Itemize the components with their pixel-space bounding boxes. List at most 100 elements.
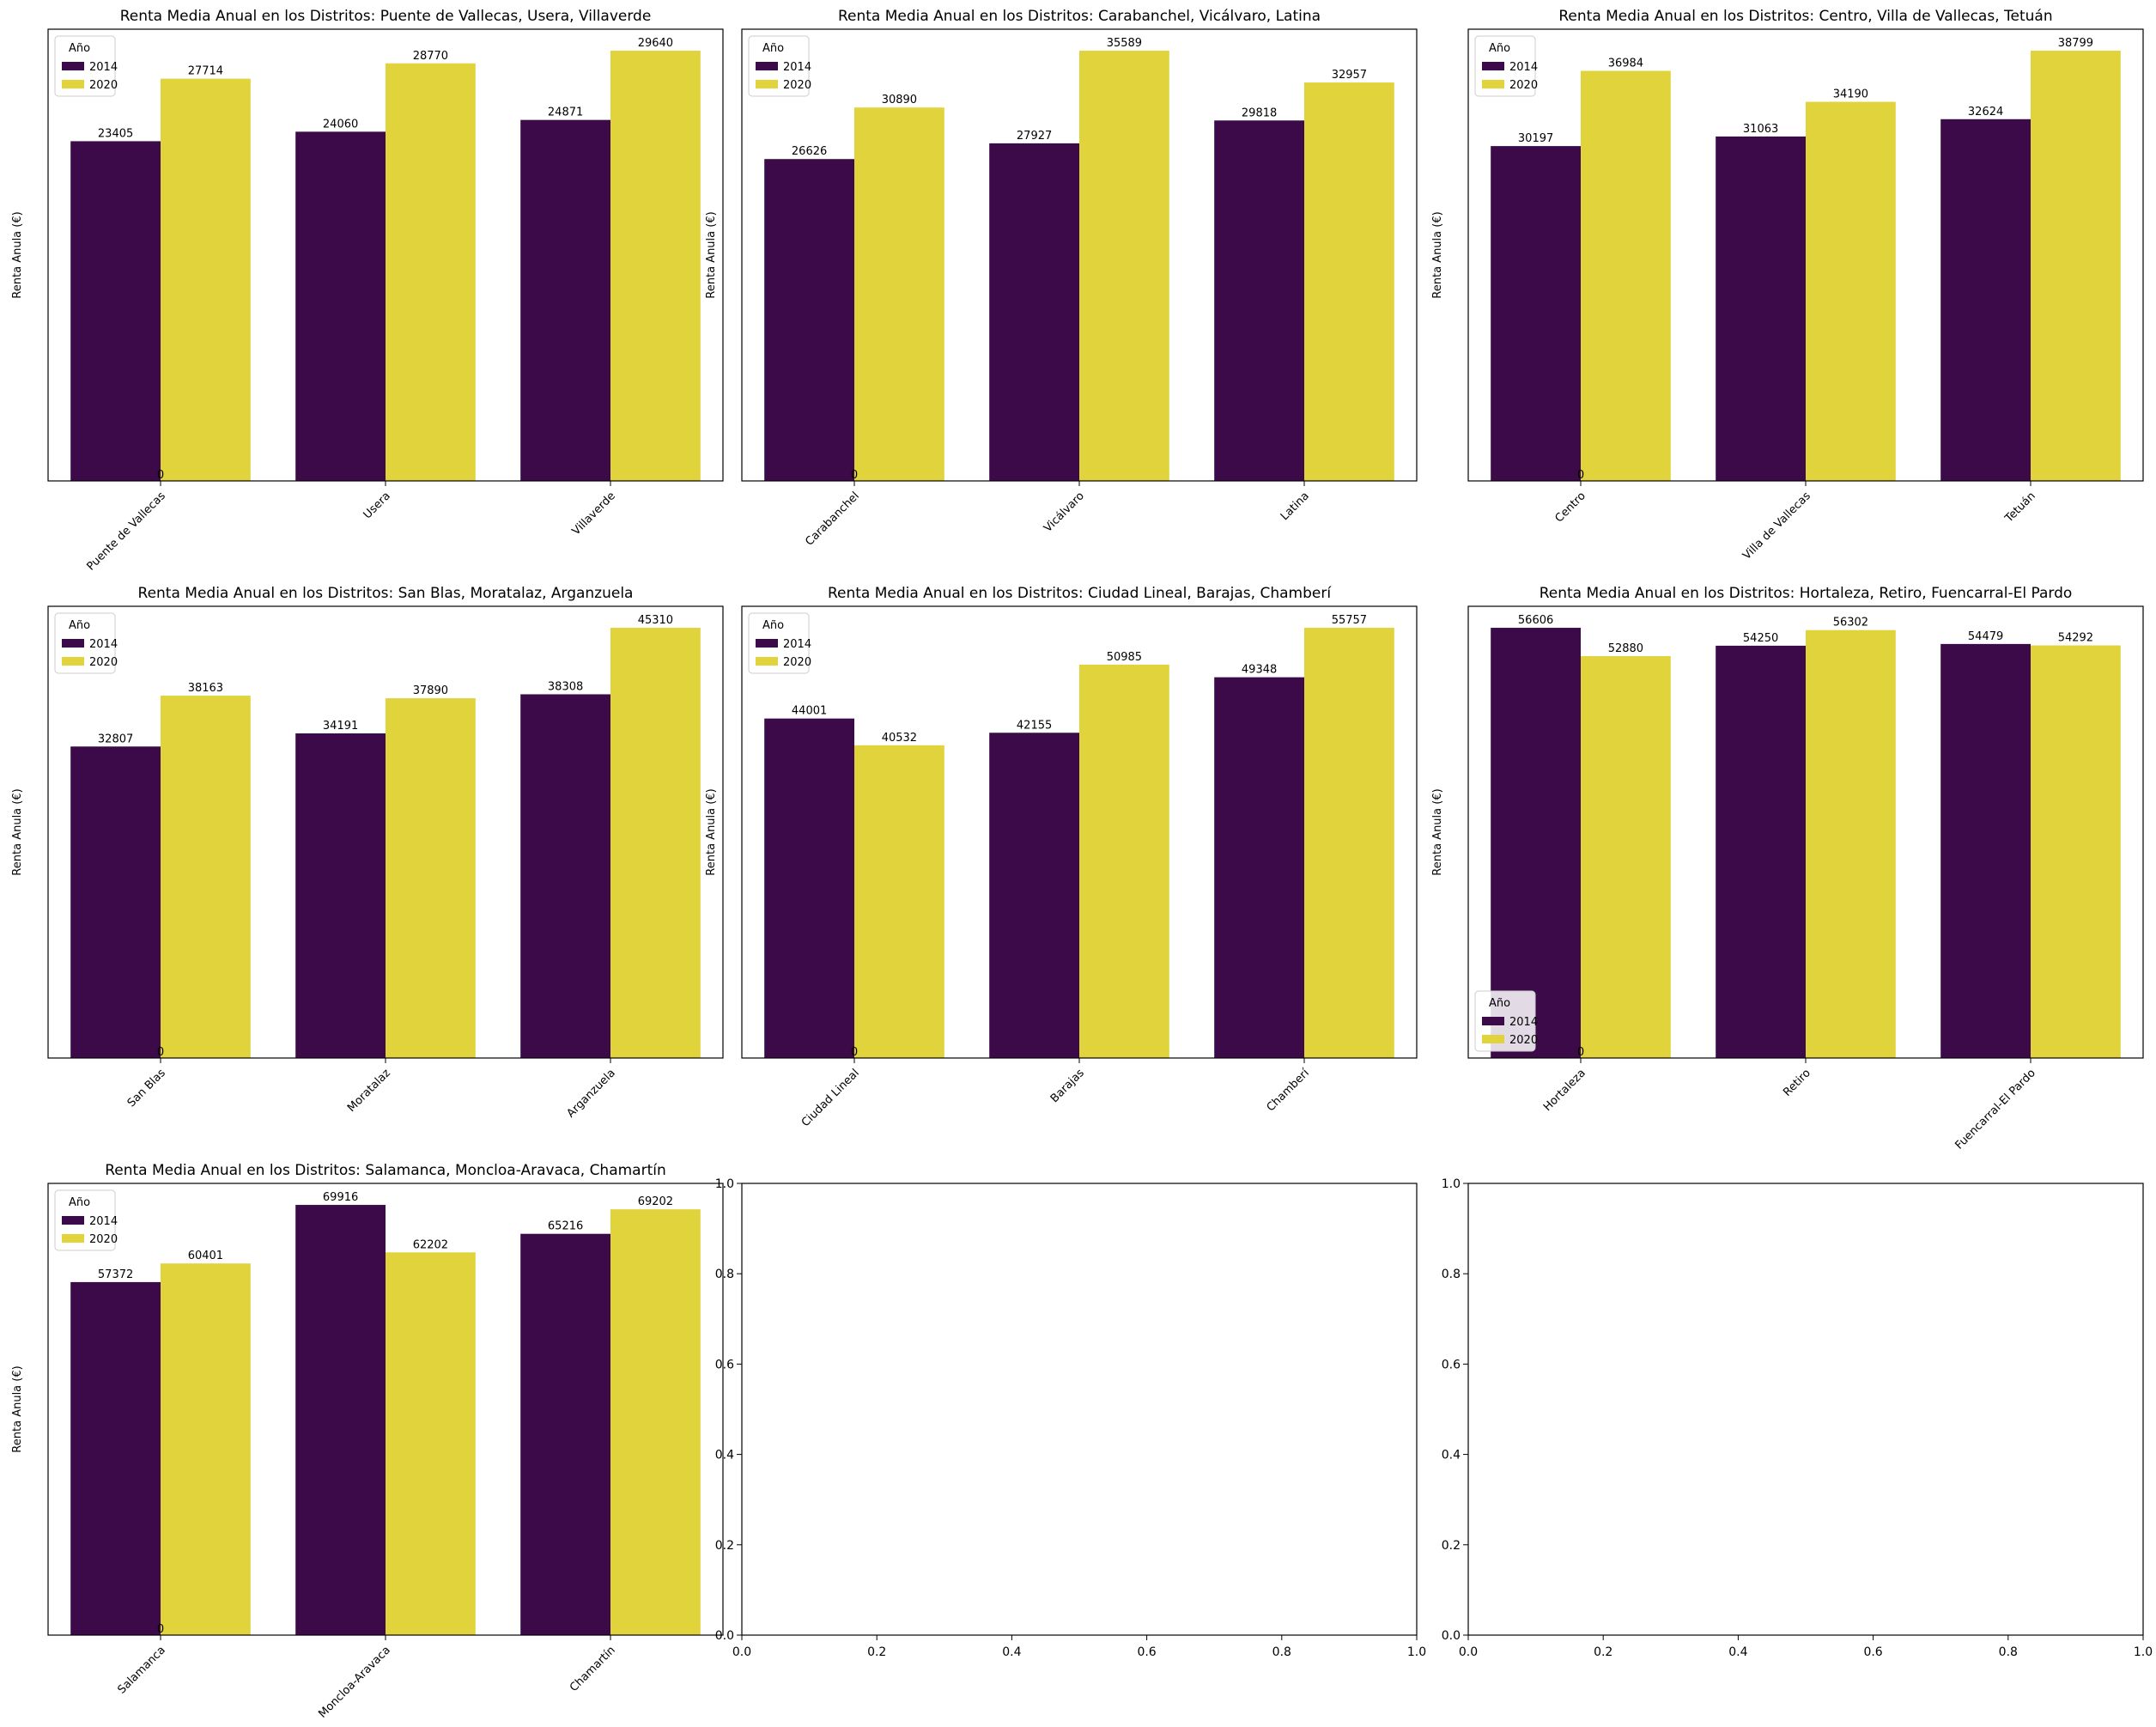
legend-swatch <box>1482 1017 1504 1025</box>
x-tick-label: 0.0 <box>1459 1645 1478 1659</box>
data-label: 54292 <box>2058 632 2093 645</box>
legend-swatch <box>1482 62 1504 70</box>
data-label: 29818 <box>1242 106 1277 119</box>
x-tick-label: 0.4 <box>1002 1645 1021 1659</box>
y-tick-label: 0.8 <box>1442 1268 1461 1281</box>
x-tick-label: Moratalaz <box>345 1067 393 1115</box>
x-tick-label: Salamanca <box>115 1644 167 1696</box>
y-tick-label: 0.8 <box>715 1268 734 1281</box>
bar-2014 <box>764 159 854 481</box>
legend-title: Año <box>69 619 90 632</box>
bar-2020 <box>1304 628 1394 1058</box>
data-label: 28770 <box>413 50 448 63</box>
bar-2014 <box>520 119 610 481</box>
x-tick-label: Fuencarral-El Pardo <box>1953 1067 2038 1152</box>
subplot-6: Renta Media Anual en los Distritos: Hort… <box>1431 585 2144 1152</box>
bar-2020 <box>1079 664 1169 1058</box>
y-axis-label: Renta Anula (€) <box>11 788 24 875</box>
subplot-2: Renta Media Anual en los Distritos: Cara… <box>705 8 1418 549</box>
bar-2020 <box>1581 656 1671 1058</box>
x-tick-label: Villaverde <box>570 490 618 538</box>
legend-swatch <box>62 1216 84 1225</box>
bar-2014 <box>1214 120 1304 482</box>
data-label: 24060 <box>323 118 358 131</box>
data-label: 45310 <box>638 614 673 627</box>
legend-label: 2014 <box>89 638 118 651</box>
legend-title: Año <box>1489 997 1510 1010</box>
legend-swatch <box>756 639 778 648</box>
data-label: 54479 <box>1968 630 2003 643</box>
data-label: 32624 <box>1968 106 2003 119</box>
bar-2020 <box>610 628 701 1058</box>
bar-2020 <box>610 51 701 482</box>
legend: Año 2014 2020 <box>54 35 118 97</box>
x-tick-label: Puente de Vallecas <box>84 490 167 573</box>
data-label: 27714 <box>188 65 223 78</box>
data-label: 37890 <box>413 684 448 697</box>
chart-title: Renta Media Anual en los Distritos: Cent… <box>1558 8 2052 25</box>
x-tick-label: San Blas <box>125 1067 168 1110</box>
y-axis-label: Renta Anula (€) <box>11 1365 24 1452</box>
bar-2020 <box>1304 82 1394 482</box>
legend-label: 2014 <box>89 1215 118 1228</box>
legend-title: Año <box>69 42 90 55</box>
legend-label: 2020 <box>1509 1034 1538 1047</box>
bar-2020 <box>1079 51 1169 482</box>
legend: Año 2014 2020 <box>748 612 811 674</box>
bar-2020 <box>854 107 944 482</box>
x-tick-label: 1.0 <box>2134 1645 2153 1659</box>
y-tick-label: 0.6 <box>715 1358 734 1371</box>
y-axis-label: Renta Anula (€) <box>705 788 718 875</box>
legend-label: 2020 <box>89 79 118 92</box>
data-label: 56606 <box>1518 614 1553 627</box>
data-label: 65216 <box>548 1220 583 1233</box>
bar-2014 <box>70 746 161 1058</box>
legend-label: 2014 <box>1509 1016 1538 1029</box>
data-label: 40532 <box>882 732 917 745</box>
zero-label: 0 <box>851 469 858 482</box>
data-label: 56302 <box>1833 617 1868 629</box>
legend-swatch <box>1482 80 1504 88</box>
data-label: 69202 <box>638 1195 673 1208</box>
bar-2014 <box>989 143 1079 481</box>
bar-2020 <box>161 696 251 1058</box>
data-label: 35589 <box>1107 37 1142 50</box>
subplot-5: Renta Media Anual en los Distritos: Ciud… <box>705 585 1418 1129</box>
data-label: 44001 <box>792 705 827 718</box>
data-label: 62202 <box>413 1238 448 1251</box>
y-axis-label: Renta Anula (€) <box>11 211 24 298</box>
data-label: 29640 <box>638 37 673 50</box>
chart-title: Renta Media Anual en los Distritos: Hort… <box>1540 585 2073 602</box>
data-label: 38163 <box>188 682 223 695</box>
zero-label: 0 <box>1577 1046 1584 1059</box>
x-tick-label: Carabanchel <box>803 490 861 548</box>
data-label: 32807 <box>98 733 133 745</box>
bar-2014 <box>295 733 386 1058</box>
data-label: 23405 <box>98 127 133 140</box>
data-label: 38308 <box>548 680 583 693</box>
x-tick-label: 0.8 <box>1272 1645 1291 1659</box>
legend: Año 2014 2020 <box>1474 990 1538 1052</box>
x-tick-label: Ciudad Lineal <box>799 1067 862 1129</box>
legend-swatch <box>62 639 84 648</box>
chart-title: Renta Media Anual en los Distritos: Puen… <box>120 8 652 25</box>
data-label: 31063 <box>1743 123 1778 136</box>
legend-title: Año <box>762 619 784 632</box>
legend-swatch <box>62 1234 84 1243</box>
y-tick-label: 0.0 <box>1442 1629 1461 1643</box>
bar-2014 <box>1716 645 1806 1058</box>
data-label: 34191 <box>323 720 358 733</box>
bar-2020 <box>1806 101 1896 482</box>
bar-2014 <box>989 733 1079 1058</box>
data-label: 52880 <box>1608 642 1643 655</box>
bar-2020 <box>1581 70 1671 482</box>
legend-swatch <box>62 62 84 70</box>
data-label: 30197 <box>1518 132 1553 145</box>
legend-label: 2020 <box>783 656 811 669</box>
legend: Año 2014 2020 <box>1474 35 1538 97</box>
data-label: 36984 <box>1608 57 1643 70</box>
x-tick-label: Moncloa-Aravaca <box>316 1644 392 1720</box>
bar-2014 <box>1716 136 1806 482</box>
subplot-4: Renta Media Anual en los Distritos: San … <box>11 585 724 1121</box>
axes-frame <box>1467 1183 2144 1636</box>
